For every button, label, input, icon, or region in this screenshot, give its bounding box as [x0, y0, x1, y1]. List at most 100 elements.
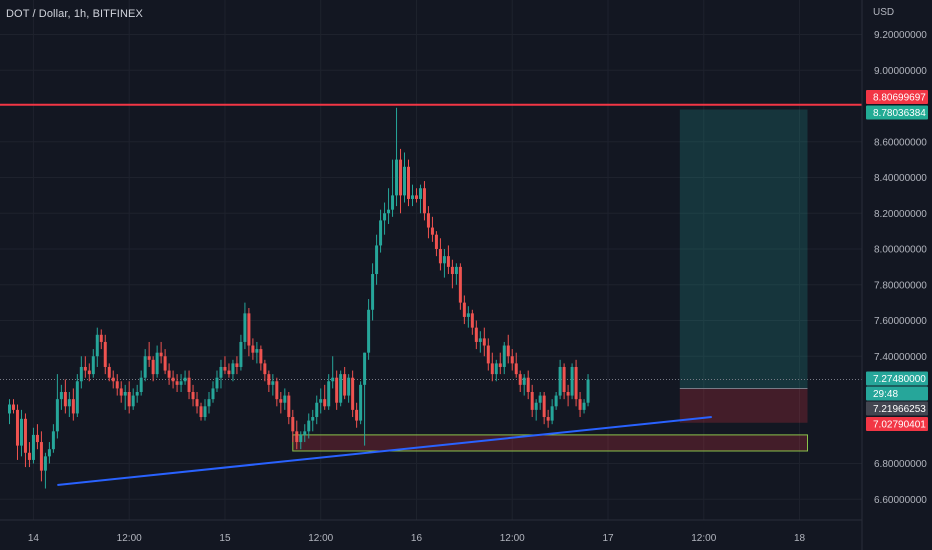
resistance-price-label: 8.80699697 — [866, 90, 928, 104]
candle-body — [379, 220, 383, 246]
time-tick-label: 17 — [602, 533, 614, 544]
candle-body — [522, 377, 526, 385]
candle-up — [311, 409, 315, 432]
price-tick-label: 8.60000000 — [874, 137, 927, 148]
candle-down — [111, 370, 115, 389]
candle-body — [482, 338, 486, 346]
candle-up — [395, 107, 399, 207]
candle-body — [243, 313, 247, 342]
price-axis[interactable]: 9.20000000 9.00000000 8.60000000 8.40000000… — [874, 30, 927, 506]
candle-down — [107, 363, 111, 382]
candlestick-series — [8, 107, 590, 489]
candle-body — [391, 195, 395, 210]
candle-up — [347, 374, 351, 403]
candle-up — [299, 431, 303, 450]
candle-body — [227, 370, 231, 375]
candle-down — [574, 359, 578, 407]
candle-down — [279, 392, 283, 414]
candle-up — [183, 370, 187, 385]
candle-down — [470, 309, 474, 335]
candle-down — [63, 379, 67, 414]
candle-body — [179, 381, 183, 385]
candle-down — [259, 345, 263, 371]
candle-body — [195, 399, 199, 407]
candle-down — [263, 359, 267, 382]
candle-body — [35, 434, 39, 443]
candle-body — [75, 381, 79, 414]
candle-down — [71, 388, 75, 421]
time-axis[interactable]: 14 12:00 15 12:00 16 12:00 17 12:00 18 — [28, 533, 806, 544]
candle-body — [486, 345, 490, 364]
candle-body — [263, 363, 267, 375]
candle-body — [23, 418, 27, 453]
candle-up — [239, 334, 243, 371]
candle-body — [39, 442, 43, 471]
candle-up — [582, 399, 586, 414]
candle-up — [75, 374, 79, 418]
symbol-title[interactable]: DOT / Dollar, 1h, BITFINEX — [6, 8, 143, 20]
candle-down — [486, 338, 490, 371]
candle-down — [542, 392, 546, 425]
time-tick-label: 12:00 — [308, 533, 333, 544]
candle-up — [19, 409, 23, 457]
price-tick-label: 7.40000000 — [874, 352, 927, 363]
candle-body — [47, 449, 51, 457]
candle-body — [295, 431, 299, 443]
candle-down — [127, 381, 131, 414]
candle-body — [367, 309, 371, 353]
candle-body — [395, 159, 399, 196]
candle-body — [534, 402, 538, 410]
candle-down — [251, 338, 255, 360]
candle-body — [267, 374, 271, 385]
candle-body — [83, 366, 87, 371]
time-tick-label: 14 — [28, 533, 40, 544]
candle-up — [283, 388, 287, 410]
candle-body — [566, 392, 570, 396]
candle-body — [363, 352, 367, 385]
candle-body — [99, 334, 103, 342]
candle-up — [255, 341, 259, 364]
price-tick-label: 8.20000000 — [874, 209, 927, 220]
candle-down — [510, 349, 514, 371]
candle-down — [323, 384, 327, 410]
candle-up — [538, 392, 542, 410]
candle-up — [55, 374, 59, 439]
candle-body — [43, 456, 47, 471]
candle-body — [538, 395, 542, 403]
candle-body — [502, 345, 506, 367]
candle-up — [307, 413, 311, 439]
candle-up — [271, 374, 275, 396]
candle-down — [422, 181, 426, 221]
entry-price-label: 7.21966253 — [866, 401, 928, 416]
time-tick-label: 12:00 — [500, 533, 525, 544]
candle-down — [462, 295, 466, 325]
candle-body — [510, 356, 514, 364]
currency-label: USD — [873, 7, 895, 18]
candle-body — [71, 399, 75, 414]
price-tick-label: 6.80000000 — [874, 459, 927, 470]
candle-body — [131, 395, 135, 407]
candle-down — [434, 231, 438, 257]
candle-up — [570, 363, 574, 400]
candle-down — [195, 392, 199, 414]
candle-body — [574, 366, 578, 400]
candle-up — [123, 384, 127, 410]
candle-body — [410, 195, 414, 199]
candle-body — [450, 266, 454, 275]
candle-body — [67, 399, 71, 407]
candle-body — [123, 392, 127, 396]
candle-down — [167, 363, 171, 385]
candle-body — [562, 366, 566, 392]
candle-body — [271, 381, 275, 385]
candle-body — [155, 352, 159, 375]
candle-up — [367, 299, 371, 360]
long-position-loss-zone — [679, 388, 808, 423]
candle-body — [478, 338, 482, 342]
candle-up — [375, 234, 379, 285]
last-price-label-bg — [866, 371, 928, 386]
resistance-price-label-text: 8.80699697 — [873, 93, 926, 104]
candle-body — [375, 245, 379, 275]
candle-body — [8, 404, 11, 414]
candle-body — [434, 234, 438, 249]
